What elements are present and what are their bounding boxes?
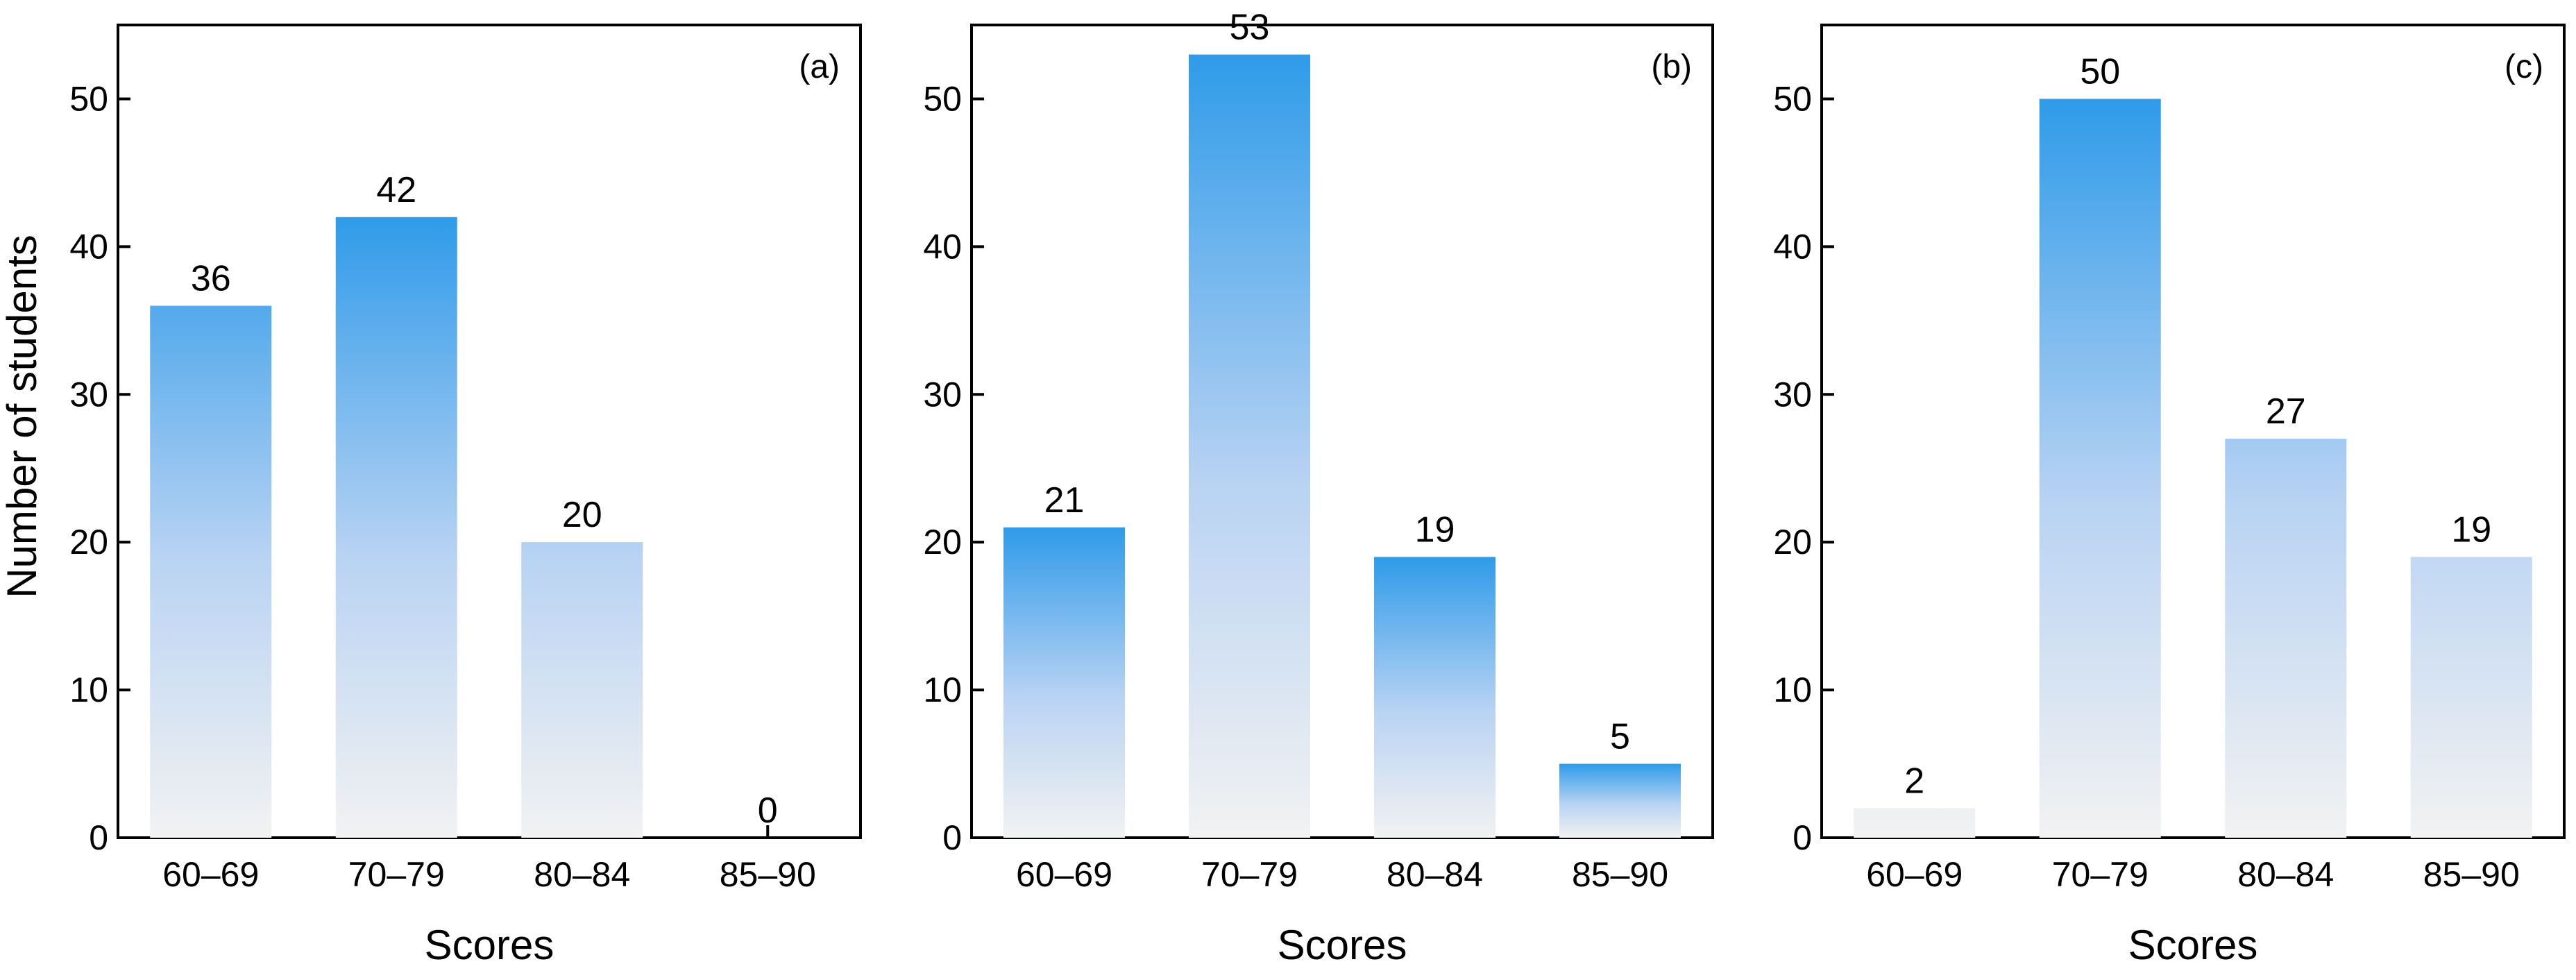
x-axis: 60–69 70–79 80–84 85–90 (1016, 825, 1668, 894)
data-labels: 21 53 19 5 (1044, 8, 1630, 757)
bar (1559, 763, 1681, 838)
y-axis-title: Number of students (0, 235, 45, 598)
bar-series (150, 217, 643, 838)
y-tick-label: 40 (69, 227, 108, 266)
x-tick-label: 80–84 (534, 855, 630, 894)
panel-label: (c) (2505, 49, 2543, 85)
bar (1189, 54, 1310, 838)
bar (2039, 99, 2161, 838)
data-label: 5 (1610, 717, 1630, 757)
data-label: 27 (2266, 391, 2306, 432)
y-tick-label: 10 (923, 670, 962, 709)
panel-label: (a) (799, 49, 840, 85)
bar (150, 305, 272, 838)
x-tick-label: 70–79 (348, 855, 445, 894)
x-tick-label: 85–90 (1572, 855, 1668, 894)
y-axis: 0 10 20 30 40 50 (1773, 79, 1834, 857)
x-tick-label: 80–84 (1387, 855, 1483, 894)
data-label: 36 (191, 259, 231, 299)
data-labels: 36 42 20 0 (191, 170, 778, 831)
y-tick-label: 0 (942, 818, 962, 857)
y-tick-label: 50 (923, 79, 962, 118)
chart-panel-b: 0 10 20 30 40 50 60–69 70–79 80–84 85–90 21 53 19 5… (923, 8, 1714, 968)
x-tick-label: 85–90 (2423, 855, 2520, 894)
y-tick-label: 0 (89, 818, 108, 857)
data-label: 50 (2080, 51, 2120, 92)
bar (521, 542, 643, 838)
data-label: 19 (1415, 509, 1455, 550)
data-label: 0 (758, 791, 778, 831)
y-tick-label: 30 (69, 375, 108, 414)
bar (1854, 808, 1976, 838)
x-tick-label: 80–84 (2237, 855, 2334, 894)
y-tick-label: 10 (69, 670, 108, 709)
y-tick-label: 40 (1773, 227, 1812, 266)
y-tick-label: 30 (1773, 375, 1812, 414)
y-tick-label: 10 (1773, 670, 1812, 709)
y-tick-label: 0 (1793, 818, 1812, 857)
x-tick-label: 60–69 (1016, 855, 1112, 894)
y-tick-label: 20 (69, 523, 108, 561)
plot-frame (1820, 24, 2566, 839)
bar-series (1854, 99, 2532, 838)
data-label: 19 (2451, 509, 2491, 550)
y-tick-label: 20 (1773, 523, 1812, 561)
data-label: 2 (1904, 761, 1924, 801)
data-labels: 2 50 27 19 (1904, 51, 2491, 801)
bar (1003, 527, 1125, 838)
bar (2410, 557, 2532, 838)
y-tick-label: 20 (923, 523, 962, 561)
plot-frame (970, 24, 1714, 839)
plot-frame (117, 24, 862, 839)
y-tick-label: 40 (923, 227, 962, 266)
x-axis-title: Scores (2128, 922, 2258, 968)
x-tick-label: 85–90 (720, 855, 816, 894)
x-tick-label: 70–79 (1201, 855, 1298, 894)
x-tick-label: 60–69 (162, 855, 259, 894)
y-tick-label: 30 (923, 375, 962, 414)
x-axis: 60–69 70–79 80–84 85–90 (162, 825, 816, 894)
bar-series (1003, 54, 1681, 838)
y-tick-label: 50 (1773, 79, 1812, 118)
x-axis-title: Scores (1278, 922, 1407, 968)
bar (1374, 557, 1495, 838)
data-label: 20 (562, 495, 602, 535)
y-axis: 0 10 20 30 40 50 (69, 79, 130, 857)
data-label: 42 (376, 170, 416, 210)
data-label: 53 (1230, 8, 1270, 48)
x-tick-label: 70–79 (2052, 855, 2149, 894)
bar (2225, 439, 2347, 838)
y-tick-label: 50 (69, 79, 108, 118)
data-label: 21 (1044, 480, 1085, 521)
chart-panel-c: 0 10 20 30 40 50 60–69 70–79 80–84 85–90 2 50 27 19… (1773, 24, 2566, 968)
bar (335, 217, 457, 838)
panel-label: (b) (1651, 49, 1692, 85)
y-axis: 0 10 20 30 40 50 (923, 79, 984, 857)
x-axis: 60–69 70–79 80–84 85–90 (1866, 825, 2520, 894)
x-axis-title: Scores (425, 922, 554, 968)
x-tick-label: 60–69 (1866, 855, 1963, 894)
